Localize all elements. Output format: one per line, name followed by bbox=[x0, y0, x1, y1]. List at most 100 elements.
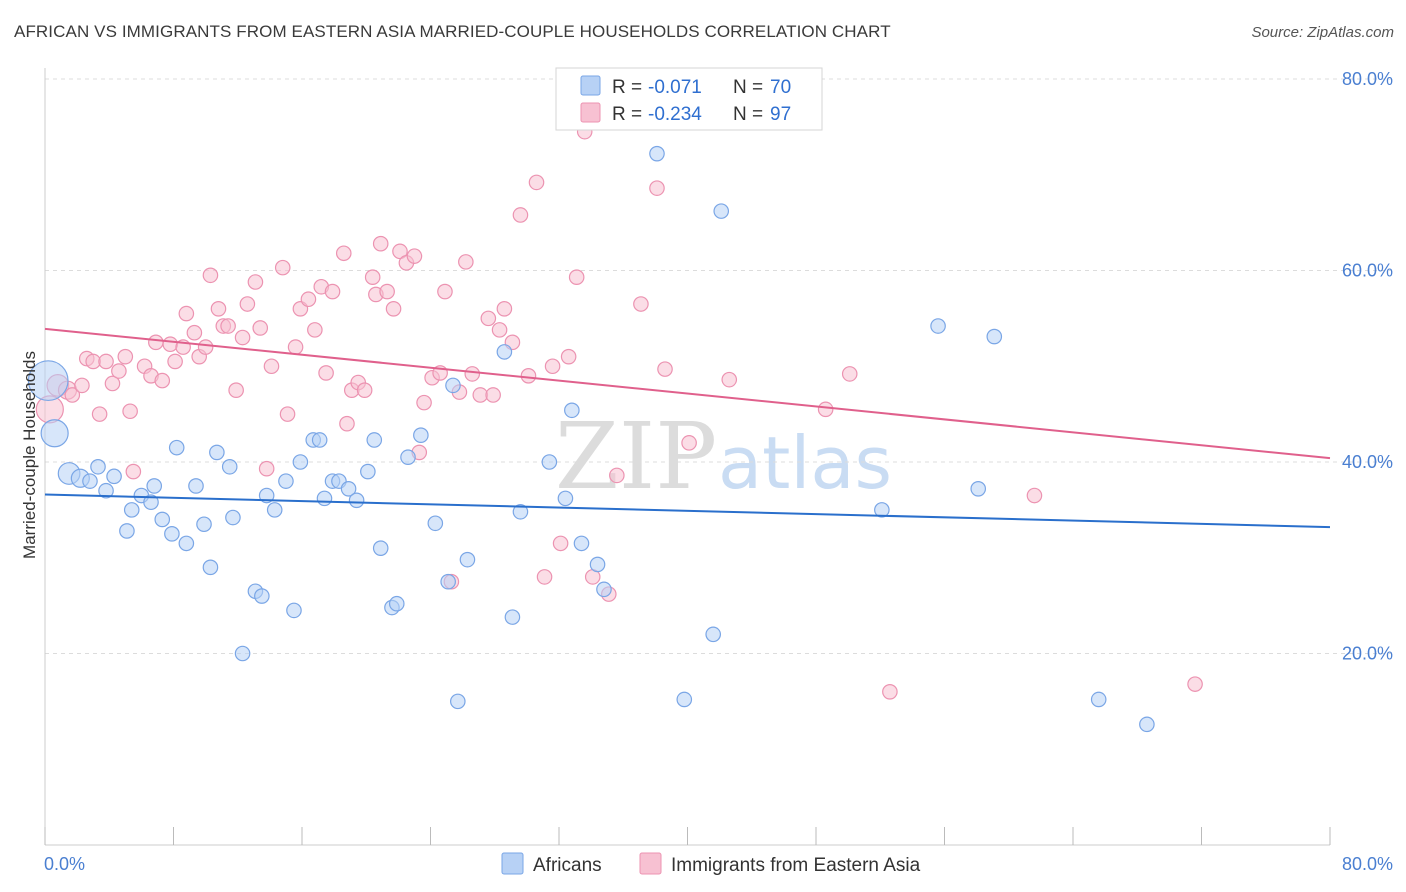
africans-n-label: N = bbox=[733, 77, 763, 98]
trend-lines bbox=[44, 327, 1331, 529]
eastern-asia-point bbox=[372, 235, 389, 252]
africans-point bbox=[589, 556, 606, 573]
eastern-asia-point bbox=[609, 467, 625, 484]
africans-point bbox=[676, 691, 693, 708]
africans-point bbox=[254, 588, 270, 604]
africans-point bbox=[930, 318, 946, 334]
africans-point bbox=[348, 492, 365, 509]
eastern-asia-point bbox=[356, 382, 373, 398]
eastern-asia-point bbox=[480, 310, 497, 327]
africans-point bbox=[445, 377, 461, 394]
africans-point bbox=[292, 454, 309, 470]
y-axis-label: Married-couple Households bbox=[20, 351, 39, 559]
eastern-asia-point bbox=[162, 336, 179, 353]
africans-point bbox=[366, 432, 383, 448]
tick-labels: 20.0% 40.0% 60.0% 80.0% 0.0% 80.0% bbox=[44, 69, 1393, 874]
chart-source: Source: ZipAtlas.com bbox=[1251, 24, 1394, 41]
legend-africans-swatch bbox=[501, 852, 524, 875]
africans-point bbox=[649, 145, 665, 162]
y-tick-label: 20.0% bbox=[1342, 644, 1393, 664]
eastern-asia-point bbox=[552, 535, 569, 552]
eastern-asia-point bbox=[841, 366, 858, 382]
eastern-asia-point bbox=[721, 371, 738, 388]
africans-point bbox=[119, 523, 135, 539]
x-tick-label-min: 0.0% bbox=[44, 854, 85, 874]
eastern-asia-point bbox=[258, 460, 275, 477]
africans-point bbox=[986, 328, 1003, 345]
eastern-asia-point bbox=[335, 245, 352, 262]
legend-eastern-asia-label: Immigrants from Eastern Asia bbox=[671, 855, 921, 876]
eastern-asia-point bbox=[274, 259, 291, 276]
eastern-asia-point bbox=[234, 329, 251, 346]
africans-point bbox=[413, 427, 429, 443]
eastern-asia-point bbox=[300, 291, 317, 308]
africans-point bbox=[573, 535, 590, 552]
africans-trend-line bbox=[44, 493, 1331, 529]
eastern-asia-point bbox=[252, 320, 269, 336]
eastern-asia-point bbox=[657, 361, 673, 377]
eastern-asia-point bbox=[167, 353, 183, 370]
eastern-asia-swatch bbox=[580, 102, 601, 123]
africans-point bbox=[106, 468, 122, 485]
eastern-asia-point bbox=[104, 375, 121, 392]
eastern-asia-point bbox=[125, 463, 142, 480]
africans-point bbox=[266, 502, 283, 518]
africans-point bbox=[1139, 716, 1155, 733]
eastern-asia-point bbox=[64, 387, 81, 403]
africans-point bbox=[427, 515, 444, 532]
africans-point bbox=[360, 463, 376, 480]
eastern-asia-point bbox=[528, 174, 545, 191]
eastern-asia-point bbox=[210, 300, 227, 317]
africans-point bbox=[388, 595, 405, 612]
eastern-asia-point bbox=[364, 269, 381, 286]
eastern-asia-point bbox=[485, 387, 501, 403]
eastern-asia-point bbox=[512, 207, 529, 223]
y-tick-label: 80.0% bbox=[1342, 69, 1393, 89]
africans-point bbox=[123, 502, 140, 518]
africans-points bbox=[27, 145, 1155, 733]
grid-lines bbox=[45, 78, 1392, 654]
eastern-asia-point bbox=[817, 401, 834, 418]
eastern-asia-point bbox=[178, 305, 195, 322]
eastern-asia-point bbox=[406, 248, 423, 264]
eastern-asia-point bbox=[148, 334, 164, 351]
eastern-asia-point bbox=[98, 353, 114, 370]
africans-point bbox=[541, 454, 558, 470]
watermark-atlas: atlas bbox=[718, 421, 892, 505]
legend-africans-label: Africans bbox=[533, 855, 602, 876]
africans-r-label: R = bbox=[612, 77, 642, 98]
eastern-asia-point bbox=[324, 283, 341, 300]
eastern-asia-point bbox=[1187, 676, 1203, 692]
eastern-asia-point bbox=[568, 269, 585, 286]
eastern-asia-point bbox=[122, 403, 138, 420]
africans-point bbox=[98, 482, 114, 499]
y-tick-label: 40.0% bbox=[1342, 452, 1393, 472]
eastern-asia-r-value: -0.234 bbox=[648, 104, 702, 125]
eastern-asia-point bbox=[318, 365, 334, 381]
eastern-asia-point bbox=[649, 180, 665, 196]
africans-point bbox=[154, 511, 171, 528]
africans-point bbox=[316, 490, 333, 507]
africans-point bbox=[278, 473, 294, 489]
eastern-asia-point bbox=[464, 366, 481, 382]
eastern-asia-point bbox=[117, 348, 134, 365]
africans-point bbox=[164, 526, 180, 542]
eastern-asia-point bbox=[496, 300, 513, 317]
eastern-asia-point bbox=[472, 387, 489, 403]
africans-point bbox=[286, 602, 302, 619]
africans-point bbox=[196, 516, 212, 533]
africans-point bbox=[82, 473, 98, 489]
eastern-asia-point bbox=[307, 322, 323, 338]
africans-swatch bbox=[580, 75, 601, 96]
africans-point bbox=[209, 444, 225, 461]
africans-point bbox=[143, 494, 159, 511]
africans-point bbox=[27, 360, 69, 402]
eastern-asia-point bbox=[202, 267, 219, 284]
eastern-asia-r-label: R = bbox=[612, 104, 642, 125]
stats-legend: R = -0.071 N = 70 R = -0.234 N = 97 bbox=[555, 67, 823, 131]
watermark-zip: ZIP bbox=[555, 403, 717, 510]
eastern-asia-point bbox=[247, 274, 264, 290]
eastern-asia-point bbox=[220, 318, 236, 334]
eastern-asia-point bbox=[633, 296, 649, 312]
